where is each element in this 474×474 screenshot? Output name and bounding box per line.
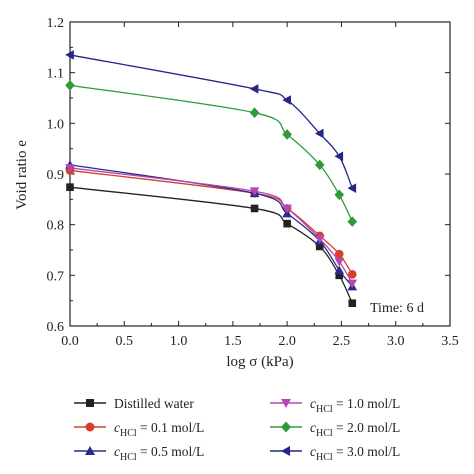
legend-marker <box>85 422 95 432</box>
data-point <box>65 164 75 173</box>
legend-label-sub: HCl <box>316 404 333 415</box>
legend-label-var: c <box>310 396 316 411</box>
data-point <box>334 151 344 162</box>
legend-label: cHCl = 0.1 mol/L <box>114 420 204 439</box>
y-tick-label: 0.8 <box>47 219 65 234</box>
data-point <box>315 242 324 251</box>
series-line <box>69 167 353 284</box>
legend-item: cHCl = 0.5 mol/L <box>74 444 204 463</box>
legend-label-value: = 1.0 mol/L <box>333 396 401 411</box>
y-tick-label: 0.6 <box>47 320 65 335</box>
series-5 <box>65 50 357 193</box>
legend-marker <box>86 399 94 407</box>
series-line <box>69 186 353 304</box>
legend-item: cHCl = 1.0 mol/L <box>270 396 400 415</box>
legend-label-value: = 2.0 mol/L <box>333 420 401 435</box>
legend-label: cHCl = 0.5 mol/L <box>114 444 204 463</box>
legend-label-var: c <box>310 444 316 459</box>
data-point <box>347 279 358 289</box>
x-tick-label: 1.5 <box>224 334 242 349</box>
data-point <box>335 271 344 280</box>
data-point <box>347 183 357 193</box>
legend-label-var: c <box>310 420 316 435</box>
legend-marker <box>281 399 291 408</box>
data-point <box>334 257 345 267</box>
data-point <box>314 128 324 139</box>
data-point <box>65 50 74 60</box>
data-point <box>249 84 259 94</box>
x-tick-label: 3.0 <box>387 334 405 349</box>
legend-marker <box>281 446 290 456</box>
series-3 <box>65 164 358 289</box>
x-tick-label: 2.0 <box>278 334 296 349</box>
data-point <box>347 216 358 227</box>
legend-item: cHCl = 0.1 mol/L <box>74 420 204 439</box>
axes: 0.0 0.5 1.0 1.5 2.0 2.5 3.0 3.5 0.6 0.7 0.8 0.9 1.0 1… <box>47 16 459 349</box>
legend-label: Distilled water <box>114 396 194 411</box>
legend-label-sub: HCl <box>316 428 333 439</box>
data-point <box>347 270 357 279</box>
legend-marker <box>281 421 291 433</box>
legend-item: Distilled water <box>74 396 194 411</box>
data-point <box>66 183 74 191</box>
x-tick-label: 0.5 <box>116 334 134 349</box>
y-axis-title: Void ratio e <box>14 140 30 210</box>
data-point <box>314 235 325 244</box>
legend-label: cHCl = 2.0 mol/L <box>310 420 400 439</box>
series-layer <box>65 50 358 307</box>
series-line <box>69 84 353 222</box>
data-point <box>282 95 291 105</box>
x-tick-label: 3.5 <box>441 334 459 349</box>
legend-label: cHCl = 1.0 mol/L <box>310 396 400 415</box>
data-point <box>348 299 357 307</box>
series-4 <box>65 80 358 227</box>
data-point <box>334 249 344 259</box>
data-point <box>65 80 75 91</box>
x-tick-label: 2.5 <box>333 334 351 349</box>
series-line <box>69 54 353 189</box>
legend-label-value: = 3.0 mol/L <box>333 444 401 459</box>
data-point <box>249 107 260 118</box>
y-tick-label: 1.0 <box>47 117 65 132</box>
data-point <box>334 265 345 275</box>
legend-label-value: Distilled water <box>114 396 194 411</box>
legend-label-value: = 0.1 mol/L <box>137 420 205 435</box>
legend-item: cHCl = 3.0 mol/L <box>270 444 400 463</box>
x-tick-label: 1.0 <box>170 334 188 349</box>
data-point <box>283 219 291 228</box>
data-point <box>334 189 345 201</box>
legend-label-var: c <box>114 444 120 459</box>
y-tick-label: 0.7 <box>47 269 65 284</box>
legend-label-value: = 0.5 mol/L <box>137 444 205 459</box>
y-tick-label: 1.2 <box>47 16 65 31</box>
legend-marker <box>85 446 95 455</box>
legend-label-sub: HCl <box>120 452 137 463</box>
series-1 <box>65 166 357 279</box>
data-point <box>314 159 325 171</box>
legend-label-sub: HCl <box>120 428 137 439</box>
series-0 <box>66 183 357 307</box>
x-tick-label: 0.0 <box>61 334 79 349</box>
x-axis-title: log σ (kPa) <box>226 354 293 370</box>
time-annotation: Time: 6 d <box>370 301 424 316</box>
series-2 <box>65 160 358 291</box>
legend-label-sub: HCl <box>316 452 333 463</box>
y-tick-label: 0.9 <box>47 168 65 183</box>
legend-label: cHCl = 3.0 mol/L <box>310 444 400 463</box>
series-line <box>69 164 353 287</box>
legend-label-var: c <box>114 420 120 435</box>
y-tick-label: 1.1 <box>47 67 65 82</box>
data-point <box>282 129 292 140</box>
data-point <box>250 204 259 213</box>
data-point <box>249 187 260 197</box>
legend-item: cHCl = 2.0 mol/L <box>270 420 400 439</box>
data-point <box>282 204 292 214</box>
